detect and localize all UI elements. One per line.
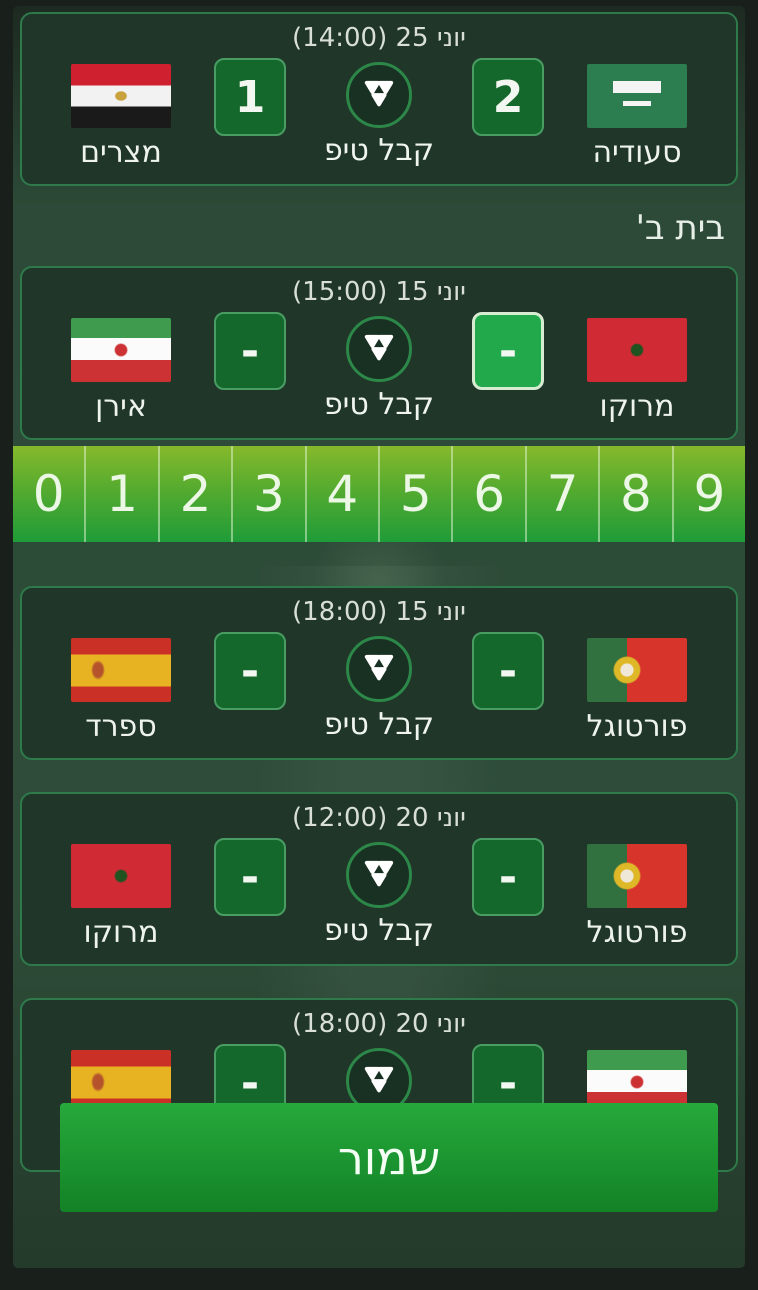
number-key-4[interactable]: 4: [307, 446, 381, 542]
morocco-flag-icon: [587, 318, 687, 382]
team-name: מרוקו: [599, 389, 675, 424]
match-card: יוני 20 (12:00) מרוקו - קבל טיפ - פורטוג…: [20, 792, 738, 966]
get-tip-button[interactable]: קבל טיפ: [318, 842, 440, 948]
score-number-picker: 0 1 2 3 4 5 6 7 8 9: [13, 446, 745, 542]
team-name: אירן: [95, 389, 147, 424]
match-row: אירן - קבל טיפ - מרוקו: [60, 312, 698, 424]
get-tip-button[interactable]: קבל טיפ: [318, 62, 440, 168]
get-tip-label: קבל טיפ: [323, 913, 435, 948]
score-input-right[interactable]: 2: [472, 58, 544, 136]
get-tip-label: קבל טיפ: [323, 707, 435, 742]
number-key-0[interactable]: 0: [13, 446, 87, 542]
score-input-left[interactable]: -: [214, 312, 286, 390]
match-datetime: יוני 20 (12:00): [292, 803, 466, 833]
tip-logo-icon: [346, 842, 412, 908]
number-key-7[interactable]: 7: [527, 446, 601, 542]
score-input-left[interactable]: -: [214, 632, 286, 710]
team-name: ספרד: [85, 709, 157, 744]
number-key-6[interactable]: 6: [453, 446, 527, 542]
number-key-3[interactable]: 3: [233, 446, 307, 542]
team-left: אירן: [60, 318, 182, 424]
team-right: מרוקו: [576, 318, 698, 424]
match-card: יוני 15 (15:00) אירן - קבל טיפ - מרוקו: [20, 266, 738, 440]
score-input-left[interactable]: 1: [214, 58, 286, 136]
saudi-arabia-flag-icon: [587, 64, 687, 128]
team-name: פורטוגל: [586, 709, 688, 744]
match-datetime: יוני 25 (14:00): [292, 23, 466, 53]
tip-logo-icon: [346, 62, 412, 128]
team-left: מרוקו: [60, 844, 182, 950]
team-right: פורטוגל: [576, 638, 698, 744]
group-header: בית ב': [635, 208, 725, 248]
score-input-right[interactable]: -: [472, 838, 544, 916]
score-input-right[interactable]: -: [472, 632, 544, 710]
match-card: יוני 15 (18:00) ספרד - קבל טיפ - פורטוגל: [20, 586, 738, 760]
team-name: מרוקו: [83, 915, 159, 950]
match-row: מצרים 1 קבל טיפ 2 סעודיה: [60, 58, 698, 170]
portugal-flag-icon: [587, 844, 687, 908]
tip-logo-icon: [346, 316, 412, 382]
app-screen: יוני 25 (14:00) מצרים 1 קבל טיפ 2 סעודיה: [13, 6, 745, 1268]
iran-flag-icon: [71, 318, 171, 382]
score-input-right-active[interactable]: -: [472, 312, 544, 390]
get-tip-label: קבל טיפ: [323, 133, 435, 168]
score-input-left[interactable]: -: [214, 838, 286, 916]
match-card: יוני 25 (14:00) מצרים 1 קבל טיפ 2 סעודיה: [20, 12, 738, 186]
team-name: פורטוגל: [586, 915, 688, 950]
match-datetime: יוני 15 (15:00): [292, 277, 466, 307]
match-row: מרוקו - קבל טיפ - פורטוגל: [60, 838, 698, 950]
team-left: מצרים: [60, 64, 182, 170]
team-right: סעודיה: [576, 64, 698, 170]
get-tip-button[interactable]: קבל טיפ: [318, 316, 440, 422]
match-datetime: יוני 20 (18:00): [292, 1009, 466, 1039]
number-key-5[interactable]: 5: [380, 446, 454, 542]
team-left: ספרד: [60, 638, 182, 744]
morocco-flag-icon: [71, 844, 171, 908]
number-key-1[interactable]: 1: [86, 446, 160, 542]
save-button[interactable]: שמור: [60, 1103, 718, 1212]
number-key-2[interactable]: 2: [160, 446, 234, 542]
match-datetime: יוני 15 (18:00): [292, 597, 466, 627]
team-name: מצרים: [80, 135, 162, 170]
number-key-9[interactable]: 9: [674, 446, 745, 542]
tip-logo-icon: [346, 636, 412, 702]
number-key-8[interactable]: 8: [600, 446, 674, 542]
get-tip-button[interactable]: קבל טיפ: [318, 636, 440, 742]
spain-flag-icon: [71, 638, 171, 702]
portugal-flag-icon: [587, 638, 687, 702]
match-row: ספרד - קבל טיפ - פורטוגל: [60, 632, 698, 744]
team-name: סעודיה: [592, 135, 682, 170]
get-tip-label: קבל טיפ: [323, 387, 435, 422]
egypt-flag-icon: [71, 64, 171, 128]
team-right: פורטוגל: [576, 844, 698, 950]
